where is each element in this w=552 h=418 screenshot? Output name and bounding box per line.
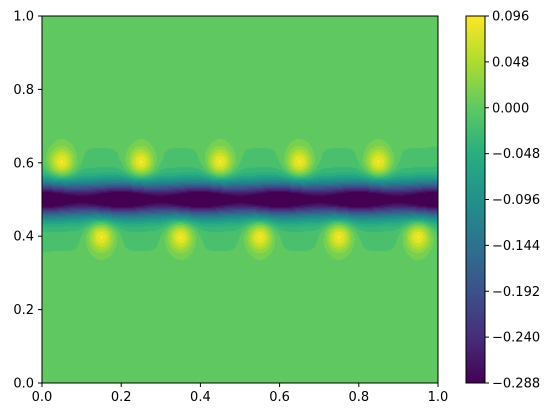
colorbar-tick-label: −0.096 bbox=[492, 193, 540, 208]
contour-field bbox=[42, 16, 438, 383]
plot-area bbox=[41, 15, 439, 384]
y-axis: 0.0 0.2 0.4 0.6 0.8 1.0 bbox=[13, 10, 42, 392]
colorbar-tick-label: 0.096 bbox=[492, 10, 529, 25]
x-tick-label: 0.0 bbox=[32, 390, 53, 405]
y-tick-label: 1.0 bbox=[13, 10, 34, 25]
colorbar-tick-label: −0.288 bbox=[492, 377, 540, 392]
x-tick-label: 1.0 bbox=[428, 390, 449, 405]
plot-frame bbox=[41, 15, 439, 384]
colorbar-gradient bbox=[466, 16, 485, 383]
y-tick-label: 0.4 bbox=[13, 230, 34, 245]
colorbar-tick-label: −0.192 bbox=[492, 285, 540, 300]
colorbar-tick-label: −0.048 bbox=[492, 147, 540, 162]
x-tick-label: 0.2 bbox=[111, 390, 132, 405]
colorbar-tick-label: 0.000 bbox=[492, 101, 529, 116]
x-tick-label: 0.6 bbox=[269, 390, 290, 405]
x-tick-label: 0.4 bbox=[190, 390, 211, 405]
x-axis: 0.0 0.2 0.4 0.6 0.8 1.0 bbox=[32, 383, 449, 405]
colorbar-ticks: 0.096 0.048 0.000 −0.048 −0.096 −0.144 −0.192 −… bbox=[485, 10, 540, 392]
y-tick-label: 0.0 bbox=[13, 377, 34, 392]
colorbar-tick-label: −0.240 bbox=[492, 331, 540, 346]
y-tick-label: 0.6 bbox=[13, 156, 34, 171]
x-tick-label: 0.8 bbox=[348, 390, 369, 405]
y-tick-label: 0.2 bbox=[13, 303, 34, 318]
colorbar-tick-label: 0.048 bbox=[492, 55, 529, 70]
colorbar: 0.096 0.048 0.000 −0.048 −0.096 −0.144 −0.192 −… bbox=[465, 10, 540, 392]
y-tick-label: 0.8 bbox=[13, 83, 34, 98]
colorbar-tick-label: −0.144 bbox=[492, 239, 540, 254]
